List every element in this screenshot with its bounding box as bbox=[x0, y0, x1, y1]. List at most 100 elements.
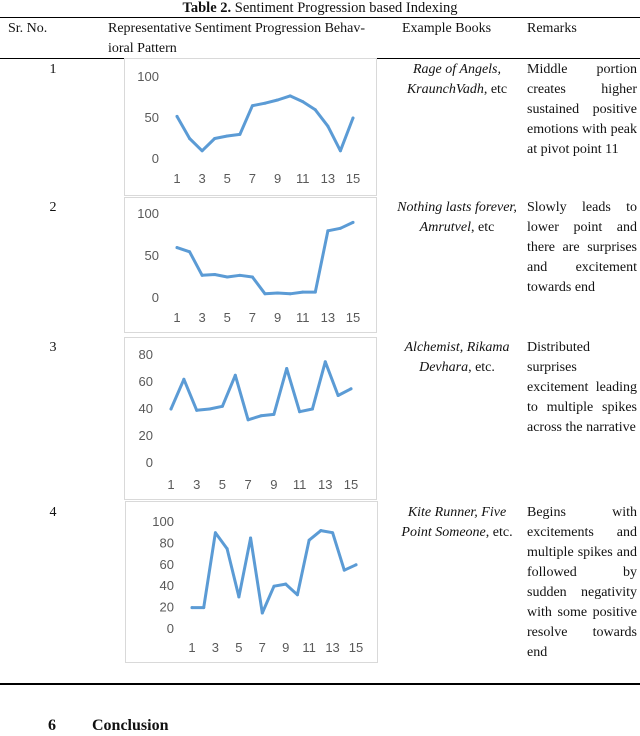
data-point bbox=[250, 275, 254, 279]
x-tick-label: 15 bbox=[344, 477, 358, 492]
data-point bbox=[272, 584, 276, 588]
data-point bbox=[188, 137, 192, 140]
x-tick-label: 1 bbox=[173, 171, 180, 186]
data-point bbox=[326, 124, 330, 128]
y-tick-label: 100 bbox=[137, 206, 159, 221]
data-point bbox=[259, 414, 263, 418]
x-tick-label: 3 bbox=[212, 640, 219, 655]
y-tick-label: 50 bbox=[145, 248, 159, 263]
data-point bbox=[313, 108, 317, 112]
x-tick-label: 15 bbox=[346, 310, 360, 325]
row-3-books: Alchemist, Rikama Devhara, etc. bbox=[397, 338, 517, 378]
x-tick-label: 5 bbox=[224, 310, 231, 325]
row-1-chart: 0 50 100 1 3 5 7 9 11 13 15 bbox=[124, 58, 377, 196]
y-tick-label: 50 bbox=[145, 110, 159, 125]
header-pattern-line1: Representative Sentiment Progression Beh… bbox=[108, 21, 365, 36]
row-1-books-etc: , etc bbox=[483, 82, 508, 97]
y-tick-label: 80 bbox=[160, 535, 174, 550]
data-point bbox=[301, 290, 305, 294]
data-point bbox=[331, 531, 335, 535]
data-point bbox=[182, 377, 186, 381]
row-4-sr: 4 bbox=[49, 505, 57, 520]
data-point bbox=[276, 98, 280, 102]
row-3-books-titles: Alchemist, Rikama Devhara bbox=[404, 340, 510, 375]
data-point bbox=[263, 101, 267, 105]
row-3-chart: 0 20 40 60 80 1 3 5 7 9 11 13 15 bbox=[124, 337, 377, 500]
x-tick-label: 11 bbox=[296, 171, 310, 186]
row-2-books: Nothing lasts forever, Amrutvel, etc bbox=[397, 198, 517, 238]
data-point bbox=[246, 418, 250, 422]
x-tick-label: 15 bbox=[346, 171, 360, 186]
x-tick-label: 3 bbox=[193, 477, 200, 492]
row-3-remarks: Distributed surprises excitement leading… bbox=[527, 340, 637, 435]
data-point bbox=[351, 116, 355, 120]
data-point bbox=[313, 290, 317, 294]
header-remarks: Remarks bbox=[527, 21, 577, 36]
row-4-books: Kite Runner, Five Point Someone, etc. bbox=[397, 503, 517, 543]
data-point bbox=[213, 137, 217, 140]
data-point bbox=[276, 291, 280, 295]
row-2-chart: 0 50 100 1 3 5 7 9 11 13 15 bbox=[124, 197, 377, 333]
data-point bbox=[225, 275, 229, 279]
data-point bbox=[195, 408, 199, 412]
data-point bbox=[238, 132, 242, 136]
data-point bbox=[298, 410, 302, 414]
data-point bbox=[272, 412, 276, 416]
row-2-sr: 2 bbox=[49, 200, 57, 215]
x-tick-label: 13 bbox=[325, 640, 339, 655]
x-tick-label: 9 bbox=[270, 477, 277, 492]
x-tick-label: 3 bbox=[199, 310, 206, 325]
section-title: Conclusion bbox=[92, 717, 169, 734]
x-tick-label: 9 bbox=[282, 640, 289, 655]
x-tick-label: 5 bbox=[224, 171, 231, 186]
x-tick-label: 9 bbox=[274, 310, 281, 325]
data-point bbox=[288, 94, 292, 98]
data-point bbox=[301, 100, 305, 104]
data-point bbox=[336, 394, 340, 397]
section-heading: 6 Conclusion bbox=[48, 716, 168, 736]
data-point bbox=[169, 407, 173, 411]
table-bottom-rule bbox=[0, 683, 640, 685]
data-point bbox=[175, 114, 179, 118]
row-2-remarks: Slowly leads to lower point and there ar… bbox=[527, 200, 637, 295]
y-tick-label: 60 bbox=[160, 557, 174, 572]
y-tick-label: 40 bbox=[139, 401, 153, 416]
header-example-books: Example Books bbox=[402, 21, 492, 36]
row-1-books: Rage of Angels, KraunchVadh, etc bbox=[397, 60, 517, 100]
data-point bbox=[237, 595, 241, 599]
x-tick-label: 1 bbox=[173, 310, 180, 325]
data-point bbox=[208, 407, 212, 411]
row-4-books-etc: , etc. bbox=[485, 525, 513, 540]
table-caption-text: Sentiment Progression based Indexing bbox=[234, 0, 458, 16]
row-3-sr: 3 bbox=[49, 340, 57, 355]
row-1-books-titles: Rage of Angels, KraunchVadh bbox=[406, 62, 501, 97]
data-point bbox=[351, 220, 355, 224]
data-point bbox=[263, 292, 267, 296]
x-tick-label: 13 bbox=[321, 171, 335, 186]
x-tick-label: 3 bbox=[199, 171, 206, 186]
y-tick-label: 100 bbox=[152, 514, 174, 529]
row-1-sr: 1 bbox=[49, 62, 57, 77]
row-1-remarks: Middle portion creates higher sustained … bbox=[527, 62, 637, 157]
data-point bbox=[354, 563, 358, 567]
x-tick-label: 5 bbox=[219, 477, 226, 492]
table-top-rule bbox=[0, 17, 640, 18]
y-tick-label: 100 bbox=[137, 69, 159, 84]
data-point bbox=[288, 292, 292, 296]
data-point bbox=[220, 404, 224, 408]
row-4-remarks: Begins with excitements and multiple spi… bbox=[527, 505, 637, 660]
data-point bbox=[190, 606, 194, 610]
data-point bbox=[200, 273, 204, 277]
data-point bbox=[284, 582, 288, 586]
table-caption-label: Table 2. bbox=[182, 0, 232, 16]
x-tick-label: 7 bbox=[245, 477, 252, 492]
x-tick-label: 11 bbox=[293, 477, 307, 492]
data-point bbox=[349, 387, 353, 391]
y-tick-label: 0 bbox=[167, 621, 174, 636]
y-tick-label: 0 bbox=[146, 455, 153, 470]
data-point bbox=[202, 606, 206, 610]
data-point bbox=[225, 134, 229, 138]
x-tick-label: 15 bbox=[349, 640, 363, 655]
